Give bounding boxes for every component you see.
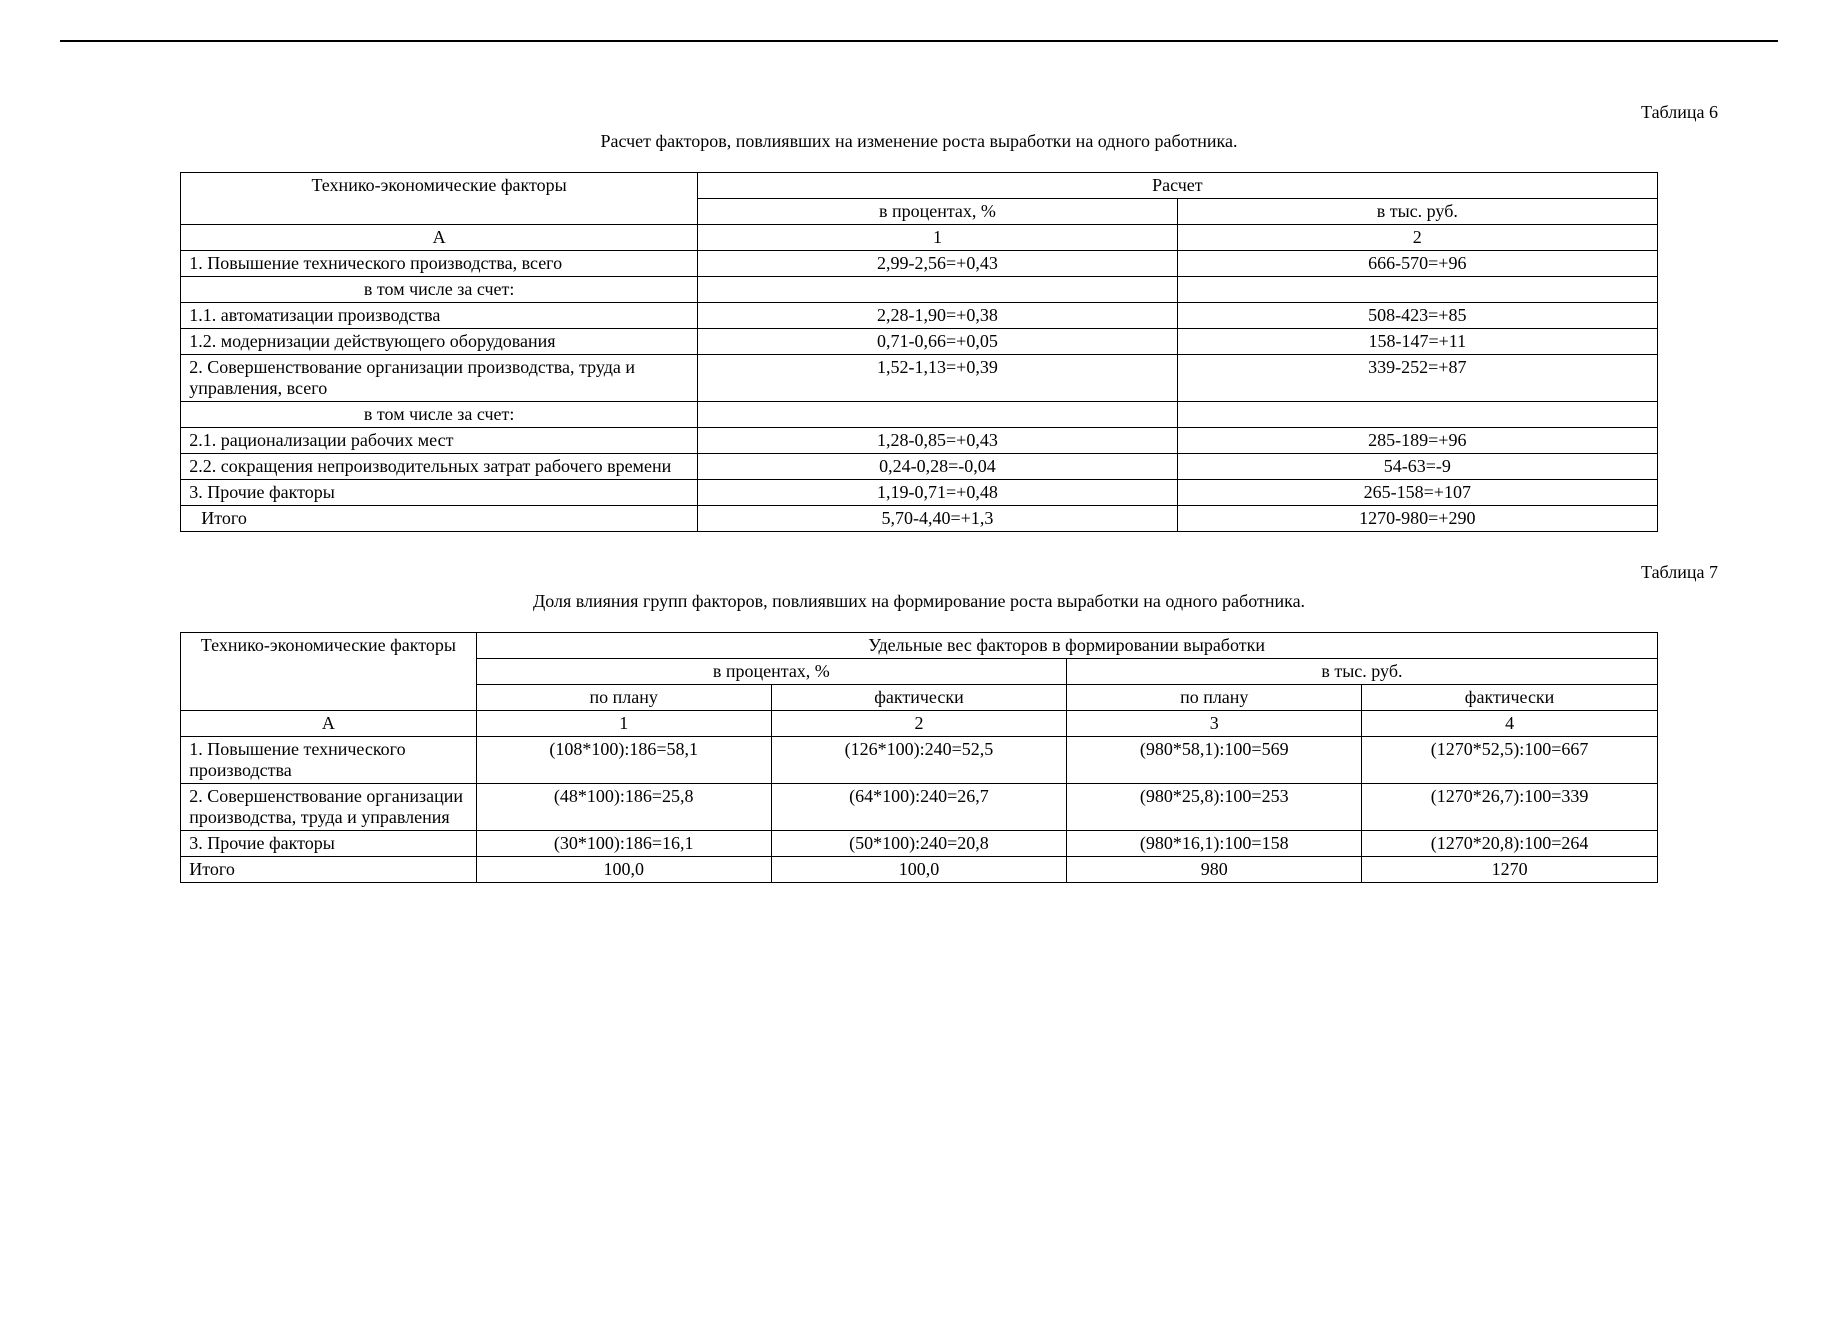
table-row: 2.2. сокращения непроизводительных затра… [181, 454, 1657, 480]
table7-cell: 2. Совершенствование организации произво… [181, 784, 476, 831]
table6-cell-label: Итого [181, 506, 698, 532]
table6-cell-label: 2.2. сокращения непроизводительных затра… [181, 454, 698, 480]
table-row: 1. Повышение технического производства(1… [181, 737, 1657, 784]
table6-cell: 1 [698, 225, 1178, 251]
table7-cell: (64*100):240=26,7 [771, 784, 1066, 831]
table7-header-fact: фактически [771, 685, 1066, 711]
table7-cell: 1 [476, 711, 771, 737]
table7-label: Таблица 7 [60, 562, 1718, 583]
table-row: Итого100,0100,09801270 [181, 857, 1657, 883]
table6-cell: 2 [1177, 225, 1657, 251]
table6-cell-rub: 508-423=+85 [1177, 303, 1657, 329]
table6-header-factors: Технико-экономические факторы [181, 173, 698, 225]
table6-caption: Расчет факторов, повлиявших на изменение… [60, 131, 1778, 152]
table6-header-pct: в процентах, % [698, 199, 1178, 225]
table7-cell: 1. Повышение технического производства [181, 737, 476, 784]
table7-cell: 2 [771, 711, 1066, 737]
table6-cell-label: в том числе за счет: [181, 277, 698, 303]
table6-cell-pct: 0,24-0,28=-0,04 [698, 454, 1178, 480]
table7-header-factors: Технико-экономические факторы [181, 633, 476, 711]
table7-header-weight: Удельные вес факторов в формировании выр… [476, 633, 1657, 659]
table7-cell: Итого [181, 857, 476, 883]
table6-cell-pct: 2,99-2,56=+0,43 [698, 251, 1178, 277]
table7-header-row1: Технико-экономические факторы Удельные в… [181, 633, 1657, 659]
table6-cell-pct: 1,28-0,85=+0,43 [698, 428, 1178, 454]
table6-cell-label: 2.1. рационализации рабочих мест [181, 428, 698, 454]
table-row: 2. Совершенствование организации произво… [181, 355, 1657, 402]
table-row: Итого5,70-4,40=+1,31270-980=+290 [181, 506, 1657, 532]
table6-header-rub: в тыс. руб. [1177, 199, 1657, 225]
table6-cell-rub: 666-570=+96 [1177, 251, 1657, 277]
table6-cell-pct [698, 402, 1178, 428]
table7-cell: (108*100):186=58,1 [476, 737, 771, 784]
table7-cell: (48*100):186=25,8 [476, 784, 771, 831]
table7-cell: (30*100):186=16,1 [476, 831, 771, 857]
table6-cell-rub: 158-147=+11 [1177, 329, 1657, 355]
table6-cell-rub: 285-189=+96 [1177, 428, 1657, 454]
table7: Технико-экономические факторы Удельные в… [180, 632, 1657, 883]
table7-cell: А [181, 711, 476, 737]
table-row: 2. Совершенствование организации произво… [181, 784, 1657, 831]
table-row: 3. Прочие факторы1,19-0,71=+0,48265-158=… [181, 480, 1657, 506]
table6-cell-label: 1.1. автоматизации производства [181, 303, 698, 329]
table6-cell-label: 1.2. модернизации действующего оборудова… [181, 329, 698, 355]
table7-cell: 980 [1067, 857, 1362, 883]
table7-cell: 3 [1067, 711, 1362, 737]
table7-header-fact: фактически [1362, 685, 1657, 711]
table6-cell-label: 3. Прочие факторы [181, 480, 698, 506]
table-row: 1.2. модернизации действующего оборудова… [181, 329, 1657, 355]
table6-label: Таблица 6 [60, 102, 1718, 123]
table7-caption: Доля влияния групп факторов, повлиявших … [60, 591, 1778, 612]
table6-cell-pct: 0,71-0,66=+0,05 [698, 329, 1178, 355]
table6-cell-pct [698, 277, 1178, 303]
table6-row-A: А 1 2 [181, 225, 1657, 251]
table6-header-row1: Технико-экономические факторы Расчет [181, 173, 1657, 199]
table-row: 1.1. автоматизации производства2,28-1,90… [181, 303, 1657, 329]
table7-row-A: А 1 2 3 4 [181, 711, 1657, 737]
table6-cell-rub: 54-63=-9 [1177, 454, 1657, 480]
table6: Технико-экономические факторы Расчет в п… [180, 172, 1657, 532]
table7-cell: (1270*26,7):100=339 [1362, 784, 1657, 831]
table7-cell: (980*58,1):100=569 [1067, 737, 1362, 784]
table7-cell: 1270 [1362, 857, 1657, 883]
table6-header-calc: Расчет [698, 173, 1658, 199]
table7-cell: (126*100):240=52,5 [771, 737, 1066, 784]
page-top-rule [60, 40, 1778, 42]
table-row: 2.1. рационализации рабочих мест1,28-0,8… [181, 428, 1657, 454]
table6-cell-pct: 2,28-1,90=+0,38 [698, 303, 1178, 329]
table6-cell-pct: 1,52-1,13=+0,39 [698, 355, 1178, 402]
table6-cell-pct: 1,19-0,71=+0,48 [698, 480, 1178, 506]
table6-cell-rub: 1270-980=+290 [1177, 506, 1657, 532]
table7-header-rub: в тыс. руб. [1067, 659, 1658, 685]
table6-cell-rub: 339-252=+87 [1177, 355, 1657, 402]
table7-cell: (980*16,1):100=158 [1067, 831, 1362, 857]
table7-cell: 3. Прочие факторы [181, 831, 476, 857]
table6-cell-rub [1177, 277, 1657, 303]
table7-cell: (1270*52,5):100=667 [1362, 737, 1657, 784]
table7-header-plan: по плану [476, 685, 771, 711]
table6-cell-label: 2. Совершенствование организации произво… [181, 355, 698, 402]
table6-cell: А [181, 225, 698, 251]
table6-cell-pct: 5,70-4,40=+1,3 [698, 506, 1178, 532]
table7-header-pct: в процентах, % [476, 659, 1067, 685]
table6-cell-rub: 265-158=+107 [1177, 480, 1657, 506]
table6-cell-label: в том числе за счет: [181, 402, 698, 428]
table7-cell: (1270*20,8):100=264 [1362, 831, 1657, 857]
table7-cell: 100,0 [771, 857, 1066, 883]
table6-cell-rub [1177, 402, 1657, 428]
table-row: 1. Повышение технического производства, … [181, 251, 1657, 277]
table7-cell: (980*25,8):100=253 [1067, 784, 1362, 831]
table7-cell: 4 [1362, 711, 1657, 737]
table-row: в том числе за счет: [181, 402, 1657, 428]
table7-header-plan: по плану [1067, 685, 1362, 711]
table6-cell-label: 1. Повышение технического производства, … [181, 251, 698, 277]
table-row: в том числе за счет: [181, 277, 1657, 303]
table-row: 3. Прочие факторы(30*100):186=16,1(50*10… [181, 831, 1657, 857]
table7-cell: 100,0 [476, 857, 771, 883]
table7-cell: (50*100):240=20,8 [771, 831, 1066, 857]
